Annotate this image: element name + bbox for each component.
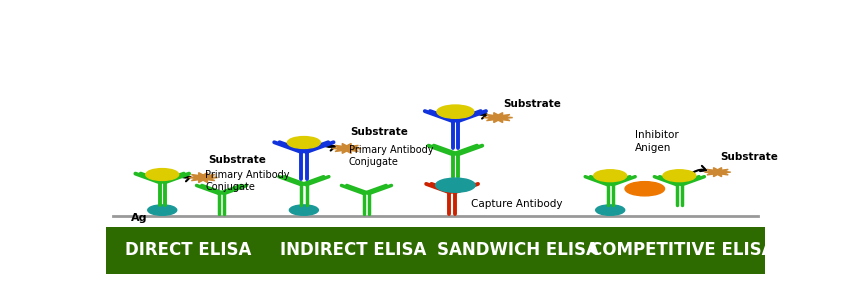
Text: Substrate: Substrate bbox=[503, 99, 561, 109]
Circle shape bbox=[148, 205, 177, 215]
Circle shape bbox=[436, 178, 475, 192]
Circle shape bbox=[625, 182, 665, 196]
Circle shape bbox=[663, 170, 696, 182]
Polygon shape bbox=[332, 144, 361, 153]
Circle shape bbox=[437, 105, 473, 118]
Circle shape bbox=[289, 205, 319, 215]
Text: COMPETITIVE ELISA: COMPETITIVE ELISA bbox=[591, 241, 775, 259]
Text: Substrate: Substrate bbox=[720, 152, 778, 162]
Circle shape bbox=[593, 170, 626, 182]
Circle shape bbox=[596, 205, 625, 215]
Circle shape bbox=[287, 136, 320, 148]
Text: SANDWICH ELISA: SANDWICH ELISA bbox=[437, 241, 599, 259]
Text: DIRECT ELISA: DIRECT ELISA bbox=[126, 241, 252, 259]
Text: Ag: Ag bbox=[131, 213, 147, 223]
Polygon shape bbox=[484, 113, 513, 123]
Polygon shape bbox=[705, 168, 731, 177]
Text: INDIRECT ELISA: INDIRECT ELISA bbox=[280, 241, 427, 259]
Text: Substrate: Substrate bbox=[208, 155, 266, 165]
Text: Capture Antibody: Capture Antibody bbox=[471, 199, 562, 209]
Polygon shape bbox=[189, 172, 218, 183]
Text: Primary Antibody
Conjugate: Primary Antibody Conjugate bbox=[348, 145, 434, 167]
Text: Substrate: Substrate bbox=[350, 128, 408, 137]
Bar bbox=[106, 227, 765, 274]
Circle shape bbox=[145, 168, 178, 180]
Text: Primary Antibody
Conjugate: Primary Antibody Conjugate bbox=[205, 169, 290, 192]
Text: Inhibitor
Anigen: Inhibitor Anigen bbox=[635, 130, 679, 153]
